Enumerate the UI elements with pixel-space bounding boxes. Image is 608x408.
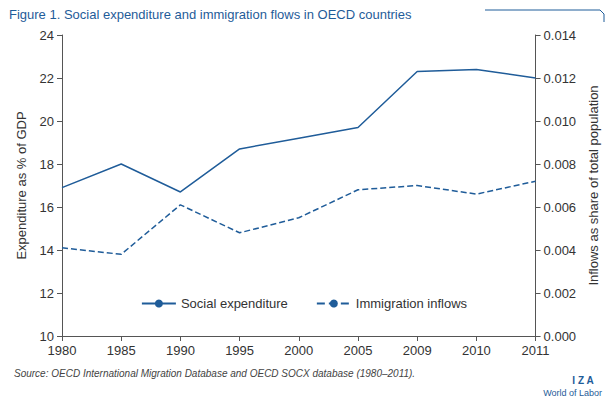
svg-text:0.000: 0.000 xyxy=(544,329,577,344)
svg-text:1990: 1990 xyxy=(166,343,195,358)
svg-text:0.012: 0.012 xyxy=(544,71,577,86)
svg-text:2011: 2011 xyxy=(522,343,550,358)
svg-text:22: 22 xyxy=(40,71,54,86)
svg-text:0.002: 0.002 xyxy=(544,286,577,301)
svg-text:I Z A: I Z A xyxy=(572,375,593,386)
svg-text:14: 14 xyxy=(40,243,54,258)
svg-text:24: 24 xyxy=(40,28,54,43)
svg-text:12: 12 xyxy=(40,286,54,301)
svg-text:0.010: 0.010 xyxy=(544,114,577,129)
svg-text:Figure 1. Social expenditure a: Figure 1. Social expenditure and immigra… xyxy=(9,7,412,22)
svg-text:18: 18 xyxy=(40,157,54,172)
svg-text:0.014: 0.014 xyxy=(544,28,577,43)
svg-text:Inflows as share of total popu: Inflows as share of total population xyxy=(586,85,601,285)
svg-text:1980: 1980 xyxy=(48,343,77,358)
svg-text:2010: 2010 xyxy=(462,343,491,358)
svg-text:1985: 1985 xyxy=(107,343,136,358)
svg-text:0.004: 0.004 xyxy=(544,243,577,258)
svg-text:16: 16 xyxy=(40,200,54,215)
svg-text:2005: 2005 xyxy=(344,343,373,358)
svg-text:20: 20 xyxy=(40,114,54,129)
svg-text:2009: 2009 xyxy=(403,343,432,358)
svg-text:0.006: 0.006 xyxy=(544,200,577,215)
svg-text:0.008: 0.008 xyxy=(544,157,577,172)
svg-text:Expenditure as % of GDP: Expenditure as % of GDP xyxy=(14,111,29,259)
svg-text:World of Labor: World of Labor xyxy=(543,388,602,398)
svg-text:Source: OECD International Mig: Source: OECD International Migration Dat… xyxy=(14,368,415,379)
svg-text:1995: 1995 xyxy=(225,343,254,358)
svg-text:Immigration inflows: Immigration inflows xyxy=(356,296,468,311)
svg-text:Social expenditure: Social expenditure xyxy=(181,296,288,311)
svg-text:10: 10 xyxy=(40,329,54,344)
svg-text:2000: 2000 xyxy=(284,343,313,358)
